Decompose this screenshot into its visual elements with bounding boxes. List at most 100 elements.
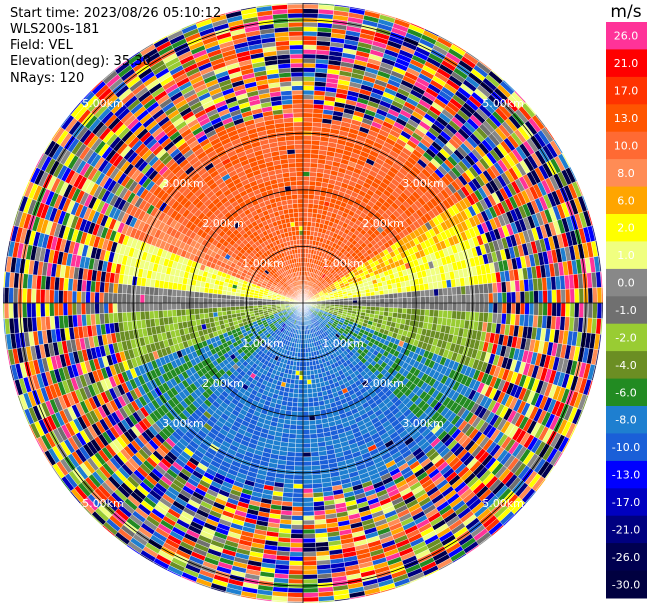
range-gate [510,291,517,304]
range-gate [397,302,403,309]
range-gate [384,298,390,304]
range-gate [302,447,312,453]
range-gate [533,290,539,304]
range-gate [551,302,557,317]
range-gate [297,393,304,399]
range-gate [302,22,318,28]
range-gate [460,311,466,321]
range-gate [299,361,304,367]
range-gate [312,121,323,128]
range-gate [574,288,580,304]
range-gate [299,370,304,376]
range-gate [402,302,408,309]
range-gate [298,388,304,394]
range-gate [304,343,308,349]
range-gate [587,302,593,319]
range-gate [312,208,319,214]
range-gate [369,291,376,297]
range-gate [379,298,385,304]
range-gate [302,519,315,526]
range-gate [311,383,317,389]
range-gate [302,415,310,421]
range-gate [366,302,372,307]
range-gate [302,166,311,173]
range-gate [309,176,317,182]
range-gate [556,302,562,317]
range-gate [302,180,310,186]
range-gate [302,139,312,145]
range-gate [311,135,321,142]
range-gate [302,388,308,394]
range-gate [302,433,311,440]
range-gate [302,153,312,159]
range-gate [456,294,462,304]
range-gate [560,289,566,304]
range-gate [309,437,318,444]
range-gate [302,569,318,575]
range-gate [375,298,381,304]
range-gate [302,176,310,182]
range-gate [311,464,321,471]
range-gate [302,230,307,236]
range-gate [473,311,480,322]
range-gate [302,40,317,46]
range-gate [501,302,507,314]
range-gate [312,478,323,485]
range-gate [302,62,316,69]
range-gate [302,85,315,91]
range-gate [551,289,557,304]
range-gate [547,302,553,317]
range-gate [302,452,312,458]
range-gate [347,297,353,301]
range-gate [294,452,304,458]
range-gate [302,542,316,548]
range-gate [379,302,385,308]
range-gate [392,292,399,299]
range-gate [298,375,304,381]
range-gate [302,578,318,584]
range-gate [492,292,498,304]
range-gate [295,438,304,444]
range-gate [405,313,412,321]
range-gate [402,297,408,304]
range-gate [309,424,317,430]
range-gate [464,311,471,321]
range-gate [560,302,566,317]
range-gate [352,302,358,307]
range-gate [287,587,304,593]
range-gate [483,293,489,304]
range-gate [306,365,311,372]
range-gate [294,374,300,381]
range-gate [298,379,304,385]
range-gate [313,401,320,407]
range-gate [284,473,295,480]
range-gate [406,308,412,315]
range-gate [387,311,394,318]
range-gate [578,288,584,304]
range-gate [290,419,298,426]
range-gate [379,306,385,312]
range-gate [287,396,294,403]
range-gate [292,397,299,403]
range-gate [442,287,448,296]
range-gate [310,149,320,155]
range-gate [302,515,315,521]
range-gate [437,288,444,297]
range-gate [497,302,503,314]
range-gate [311,212,318,219]
range-gate [302,537,316,544]
range-gate [307,216,313,223]
range-gate [306,374,312,381]
range-gate [437,309,444,318]
range-gate [302,366,307,372]
range-gate [392,312,398,319]
range-gate [393,302,399,309]
range-gate [519,291,526,304]
range-gate [302,551,317,557]
range-gate [393,297,399,304]
range-gate [289,560,304,566]
range-gate [288,437,297,444]
range-gate [296,415,304,421]
range-gate [295,370,300,376]
